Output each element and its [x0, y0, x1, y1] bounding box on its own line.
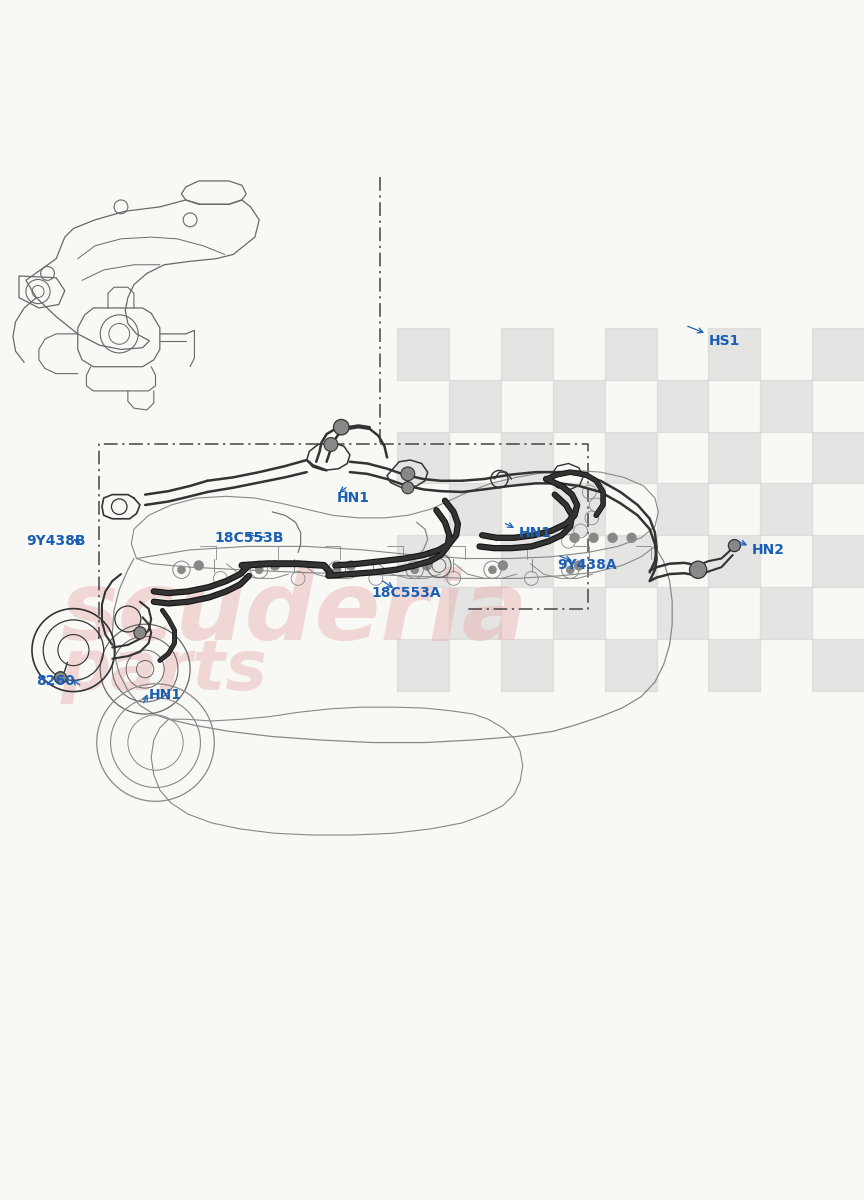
Bar: [605, 432, 657, 484]
Circle shape: [54, 672, 67, 684]
Text: HS1: HS1: [708, 334, 740, 348]
Bar: [708, 535, 760, 587]
Bar: [501, 432, 553, 484]
Bar: [397, 535, 449, 587]
Bar: [708, 638, 760, 691]
Bar: [708, 432, 760, 484]
Circle shape: [569, 533, 580, 542]
Circle shape: [498, 560, 508, 571]
Bar: [501, 328, 553, 379]
Bar: [708, 328, 760, 379]
Circle shape: [607, 533, 618, 542]
Circle shape: [422, 560, 432, 571]
Circle shape: [177, 565, 186, 574]
Circle shape: [689, 562, 707, 578]
Circle shape: [324, 438, 338, 451]
Bar: [760, 379, 812, 432]
Bar: [657, 484, 708, 535]
Text: HN1: HN1: [518, 526, 551, 540]
Circle shape: [402, 481, 414, 493]
Text: 9Y438A: 9Y438A: [557, 558, 617, 572]
Text: parts: parts: [60, 637, 268, 704]
Bar: [657, 379, 708, 432]
Circle shape: [334, 420, 349, 434]
Bar: [760, 484, 812, 535]
Text: 9Y438B: 9Y438B: [26, 534, 86, 548]
Circle shape: [194, 560, 204, 571]
Bar: [397, 328, 449, 379]
Circle shape: [270, 560, 280, 571]
Text: 18C553A: 18C553A: [372, 586, 442, 600]
Circle shape: [588, 533, 599, 542]
Text: HN1: HN1: [337, 491, 370, 505]
Circle shape: [626, 533, 637, 542]
Bar: [760, 587, 812, 638]
Bar: [501, 638, 553, 691]
Bar: [605, 328, 657, 379]
Text: scuderia: scuderia: [60, 566, 528, 660]
Bar: [553, 484, 605, 535]
Text: HN2: HN2: [752, 542, 785, 557]
Circle shape: [410, 565, 419, 574]
Bar: [812, 535, 864, 587]
Text: HN1: HN1: [149, 688, 181, 702]
Bar: [812, 638, 864, 691]
Circle shape: [134, 626, 146, 638]
Circle shape: [333, 565, 341, 574]
Circle shape: [255, 565, 264, 574]
Circle shape: [566, 565, 575, 574]
Bar: [812, 432, 864, 484]
Bar: [605, 535, 657, 587]
Bar: [553, 379, 605, 432]
Circle shape: [728, 540, 740, 552]
Circle shape: [346, 560, 356, 571]
Bar: [605, 638, 657, 691]
Bar: [553, 587, 605, 638]
Text: 18C553B: 18C553B: [214, 530, 283, 545]
Bar: [657, 587, 708, 638]
Circle shape: [401, 467, 415, 481]
Bar: [812, 328, 864, 379]
Bar: [397, 432, 449, 484]
Circle shape: [574, 560, 584, 571]
Bar: [501, 535, 553, 587]
Circle shape: [488, 565, 497, 574]
Text: 8260: 8260: [36, 674, 75, 689]
Bar: [449, 379, 501, 432]
Bar: [449, 587, 501, 638]
Bar: [449, 484, 501, 535]
Bar: [397, 638, 449, 691]
